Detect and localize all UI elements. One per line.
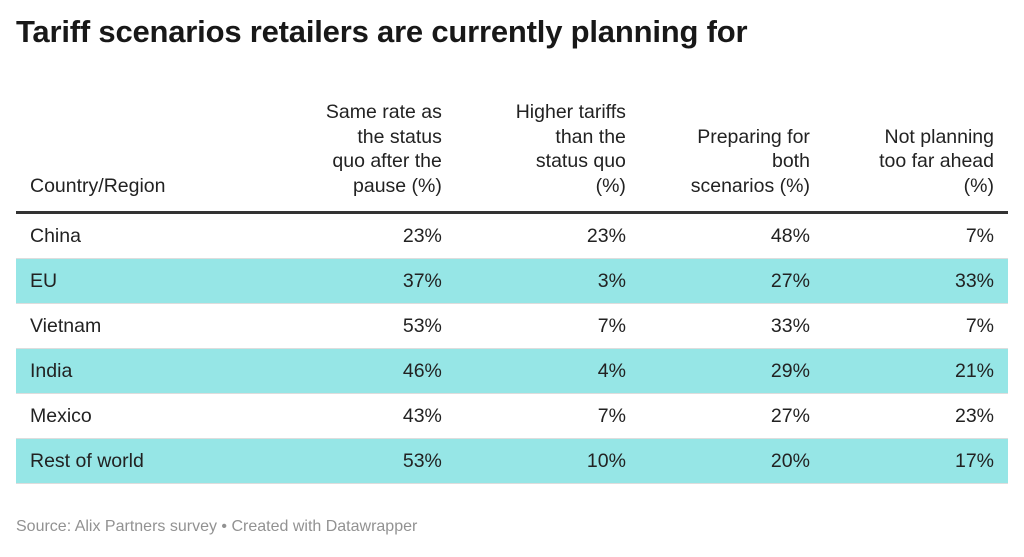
- row-label: Rest of world: [16, 438, 272, 484]
- column-header[interactable]: Preparing for both scenarios (%): [639, 100, 824, 214]
- row-label: Mexico: [16, 393, 272, 439]
- column-header[interactable]: Higher tariffs than the status quo (%): [455, 100, 640, 214]
- table-cell: 53%: [271, 438, 456, 484]
- table-cell: 20%: [639, 438, 824, 484]
- column-header[interactable]: Country/Region: [16, 100, 272, 214]
- table-cell: 46%: [271, 348, 456, 394]
- table-cell: 17%: [823, 438, 1008, 484]
- table-cell: 7%: [455, 393, 640, 439]
- table-cell: 23%: [455, 212, 640, 259]
- table-cell: 29%: [639, 348, 824, 394]
- table-cell: 43%: [271, 393, 456, 439]
- column-header[interactable]: Same rate as the status quo after the pause…: [271, 100, 456, 214]
- table-cell: 53%: [271, 303, 456, 349]
- table-cell: 7%: [455, 303, 640, 349]
- table-cell: 48%: [639, 212, 824, 259]
- table-cell: 33%: [823, 258, 1008, 304]
- table-row: EU 37% 3% 27% 33%: [16, 258, 1008, 304]
- table-cell: 7%: [823, 212, 1008, 259]
- header-row: Country/Region Same rate as the status quo…: [16, 100, 1008, 214]
- row-label: India: [16, 348, 272, 394]
- table-row: Mexico 43% 7% 27% 23%: [16, 393, 1008, 439]
- table-cell: 23%: [823, 393, 1008, 439]
- table-cell: 37%: [271, 258, 456, 304]
- table-cell: 7%: [823, 303, 1008, 349]
- table-row: India 46% 4% 29% 21%: [16, 348, 1008, 394]
- table-cell: 3%: [455, 258, 640, 304]
- table-cell: 10%: [455, 438, 640, 484]
- row-label: EU: [16, 258, 272, 304]
- chart-title: Tariff scenarios retailers are currently…: [16, 14, 748, 49]
- row-label: China: [16, 212, 272, 259]
- table-cell: 27%: [639, 393, 824, 439]
- table-cell: 33%: [639, 303, 824, 349]
- source-footer: Source: Alix Partners survey • Created w…: [16, 518, 418, 535]
- table-row: Vietnam 53% 7% 33% 7%: [16, 303, 1008, 349]
- table-row: China 23% 23% 48% 7%: [16, 212, 1008, 259]
- table-cell: 4%: [455, 348, 640, 394]
- table-cell: 27%: [639, 258, 824, 304]
- column-header[interactable]: Not planning too far ahead (%): [823, 100, 1008, 214]
- table-cell: 23%: [271, 212, 456, 259]
- row-label: Vietnam: [16, 303, 272, 349]
- table-cell: 21%: [823, 348, 1008, 394]
- table-row: Rest of world 53% 10% 20% 17%: [16, 438, 1008, 484]
- data-table: Country/Region Same rate as the status quo…: [16, 100, 1008, 484]
